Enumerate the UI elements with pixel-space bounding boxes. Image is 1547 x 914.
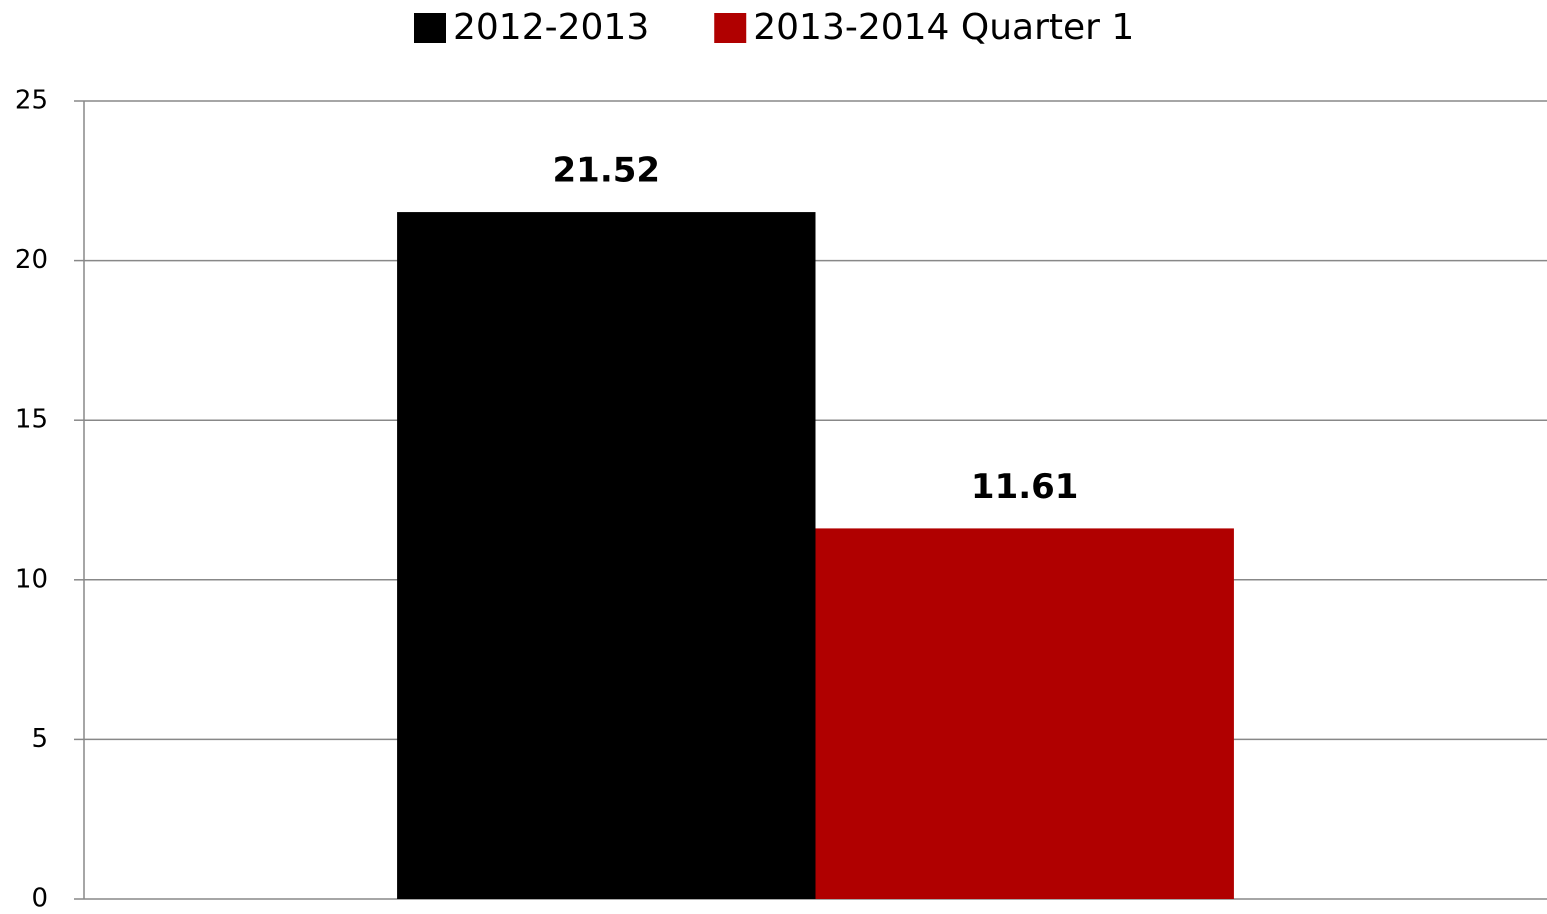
- y-tick-label: 5: [31, 724, 48, 754]
- bar: [397, 212, 816, 899]
- value-label: 11.61: [971, 467, 1079, 507]
- y-tick-label: 10: [15, 564, 48, 594]
- legend: 2012-2013 2013-2014 Quarter 1: [414, 7, 1134, 48]
- y-tick-label: 0: [31, 884, 48, 914]
- y-tick-label: 15: [15, 405, 48, 435]
- legend-label: 2012-2013: [453, 7, 649, 48]
- value-label: 21.52: [553, 151, 661, 191]
- y-tick-label: 20: [15, 245, 48, 275]
- y-tick-label: 25: [15, 86, 48, 116]
- legend-swatch: [414, 13, 446, 43]
- bar: [815, 528, 1234, 899]
- legend-swatch: [714, 13, 747, 43]
- legend-label: 2013-2014 Quarter 1: [753, 7, 1134, 48]
